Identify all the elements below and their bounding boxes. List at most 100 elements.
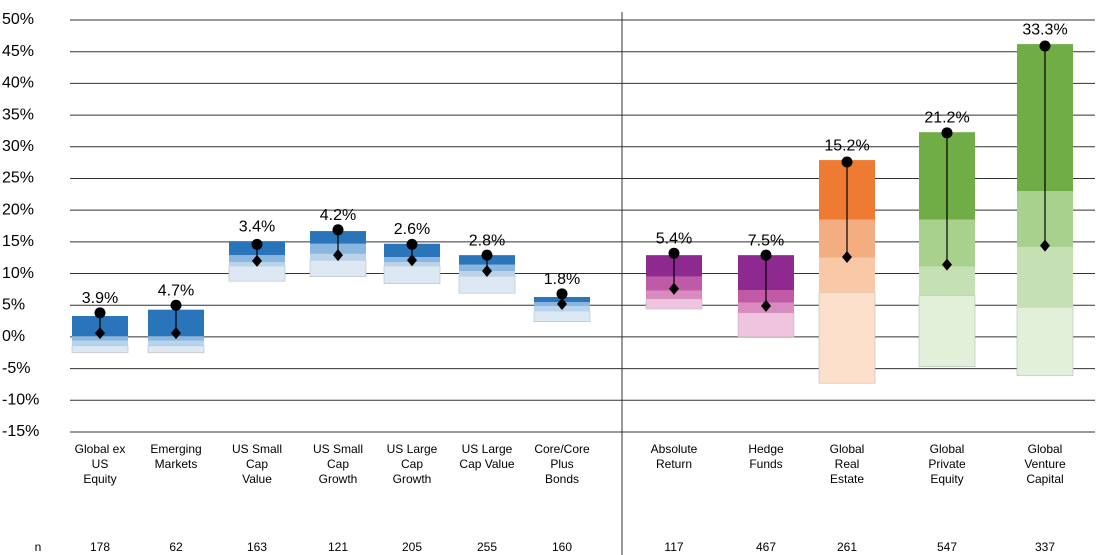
bar-segment <box>819 257 875 293</box>
circle-marker <box>760 249 772 261</box>
circle-marker <box>941 127 953 139</box>
n-value: 205 <box>402 540 422 554</box>
x-tick-label: Markets <box>155 457 198 471</box>
circle-marker <box>668 247 680 259</box>
n-value: 163 <box>247 540 267 554</box>
x-tick-label: Growth <box>393 472 432 486</box>
x-tick-label: Bonds <box>545 472 579 486</box>
spread-label: 5.4% <box>656 230 692 247</box>
x-tick-label: Global <box>1028 442 1063 456</box>
n-value: 547 <box>937 540 957 554</box>
spread-label: 7.5% <box>748 232 784 249</box>
x-tick-label: Return <box>656 457 692 471</box>
circle-marker <box>841 156 853 168</box>
x-tick-label: Estate <box>830 472 864 486</box>
spread-label: 3.4% <box>239 218 275 235</box>
diamond-marker <box>407 254 417 267</box>
x-tick-label: Real <box>835 457 860 471</box>
n-value: 337 <box>1035 540 1055 554</box>
x-tick-label: Equity <box>83 472 116 486</box>
x-tick-label: Global ex <box>75 442 126 456</box>
n-value: 62 <box>169 540 183 554</box>
diamond-marker <box>557 297 567 310</box>
n-value: 160 <box>552 540 572 554</box>
x-tick-label: US <box>92 457 109 471</box>
x-tick-label: US Small <box>313 442 363 456</box>
x-tick-label: Equity <box>930 472 963 486</box>
y-tick-label: -5% <box>2 360 30 377</box>
bar-segment <box>309 259 367 278</box>
diamond-marker <box>842 251 852 264</box>
diamond-marker <box>761 299 771 312</box>
spread-label: 1.8% <box>544 271 580 288</box>
bar-segment <box>383 265 441 284</box>
bar-segment <box>148 340 204 346</box>
n-value: 255 <box>477 540 497 554</box>
y-tick-label: 10% <box>2 265 34 282</box>
bar-segment <box>1017 246 1073 308</box>
x-tick-label: Cap <box>401 457 423 471</box>
y-tick-label: 0% <box>2 328 25 345</box>
x-tick-label: Hedge <box>748 442 784 456</box>
x-tick-label: Growth <box>319 472 358 486</box>
bar-segment <box>918 295 976 368</box>
x-tick-label: Absolute <box>651 442 698 456</box>
y-tick-label: 35% <box>2 106 34 123</box>
y-tick-label: -15% <box>2 423 39 440</box>
y-tick-label: 15% <box>2 233 34 250</box>
x-tick-label: Cap <box>246 457 268 471</box>
spread-label: 33.3% <box>1022 21 1067 38</box>
y-tick-label: -10% <box>2 392 39 409</box>
n-value: 117 <box>664 540 683 554</box>
bar-segment <box>147 345 205 354</box>
x-tick-label: Value <box>242 472 272 486</box>
diamond-marker <box>171 327 181 340</box>
x-tick-label: Global <box>930 442 965 456</box>
circle-marker <box>170 299 182 311</box>
x-tick-label: US Large <box>462 442 513 456</box>
bar-segment <box>646 290 702 299</box>
circle-marker <box>406 238 418 250</box>
diamond-marker <box>482 265 492 278</box>
y-tick-label: 45% <box>2 43 34 60</box>
diamond-marker <box>1040 239 1050 252</box>
n-value: 261 <box>837 540 857 554</box>
circle-marker <box>1039 40 1051 52</box>
spread-label: 3.9% <box>82 290 118 307</box>
n-value: 467 <box>756 540 776 554</box>
x-tick-label: Cap <box>327 457 349 471</box>
spread-label: 21.2% <box>924 109 969 126</box>
bar-segment <box>533 310 591 323</box>
circle-marker <box>481 249 493 261</box>
y-tick-label: 25% <box>2 170 34 187</box>
y-tick-label: 5% <box>2 296 25 313</box>
x-tick-label: US Small <box>232 442 282 456</box>
x-tick-label: Cap Value <box>459 457 514 471</box>
spread-label: 15.2% <box>824 137 869 154</box>
diamond-marker <box>942 258 952 271</box>
bar-segment <box>1016 306 1074 376</box>
x-tick-label: Capital <box>1026 472 1063 486</box>
x-tick-label: Global <box>830 442 865 456</box>
x-tick-label: Funds <box>749 457 782 471</box>
bar-segment <box>458 275 516 294</box>
bar-segment <box>72 340 128 346</box>
bar-segment <box>71 345 129 354</box>
circle-marker <box>251 238 263 250</box>
x-tick-label: Core/Core <box>534 442 590 456</box>
n-label: n <box>35 540 42 554</box>
spread-label: 4.2% <box>320 207 356 224</box>
x-tick-label: Plus <box>550 457 573 471</box>
y-tick-label: 50% <box>2 11 34 28</box>
x-tick-label: US Large <box>387 442 438 456</box>
diamond-marker <box>252 254 262 267</box>
circle-marker <box>332 224 344 236</box>
spread-label: 2.6% <box>394 221 430 238</box>
bar-segment <box>645 298 703 310</box>
x-tick-label: Emerging <box>150 442 201 456</box>
spread-label: 2.8% <box>469 232 505 249</box>
y-tick-label: 40% <box>2 75 34 92</box>
n-value: 178 <box>90 540 110 554</box>
bar-segment <box>919 266 975 296</box>
